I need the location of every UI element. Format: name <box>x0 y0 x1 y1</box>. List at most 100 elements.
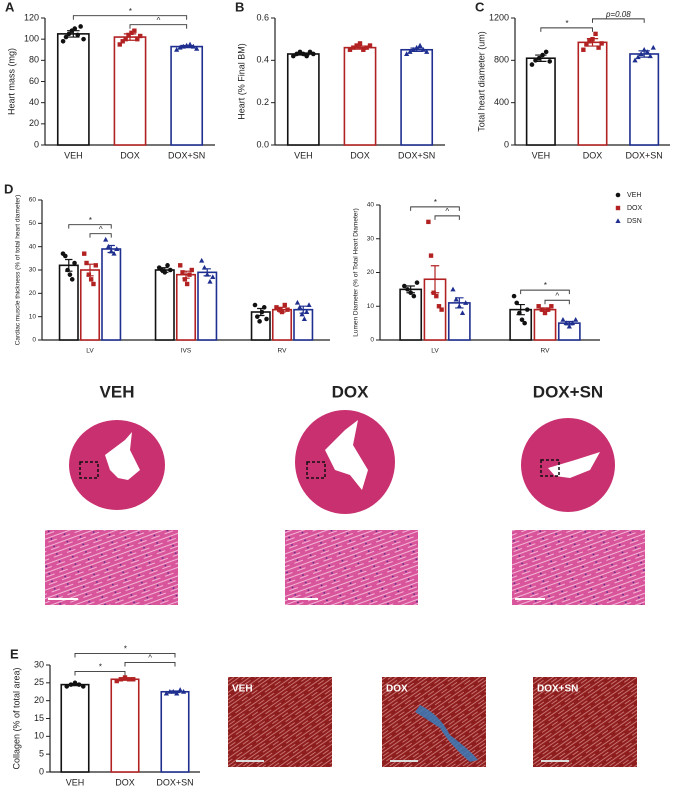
bar <box>286 53 320 146</box>
data-point <box>252 302 258 308</box>
data-point <box>81 36 86 42</box>
data-point <box>632 57 638 63</box>
significance-label: ^ <box>148 654 152 663</box>
cavity <box>548 452 600 478</box>
data-point <box>304 53 309 59</box>
x-tick-label: RV <box>541 348 551 355</box>
bar <box>629 53 660 146</box>
y-tick-label: 25 <box>34 677 44 687</box>
data-point <box>60 38 66 44</box>
data-point <box>122 675 128 680</box>
data-point <box>424 49 430 54</box>
data-point <box>80 684 86 689</box>
data-point <box>132 28 137 33</box>
data-point <box>91 281 96 287</box>
data-point <box>304 309 310 314</box>
y-tick-label: 100 <box>24 34 39 44</box>
significance-label: * <box>88 216 92 225</box>
data-point <box>103 236 109 242</box>
data-point <box>453 296 459 302</box>
y-tick-label: 60 <box>29 197 37 204</box>
data-point <box>599 41 604 46</box>
data-point <box>410 46 416 52</box>
data-point <box>177 687 183 692</box>
significance-label: ^ <box>445 207 449 216</box>
collagen-stain <box>415 705 478 762</box>
data-point <box>306 302 312 307</box>
data-point <box>174 690 180 696</box>
data-point <box>170 688 176 694</box>
y-tick-label: 10 <box>29 313 37 320</box>
data-point <box>529 62 535 67</box>
cavity <box>325 420 368 490</box>
data-point <box>201 264 208 270</box>
data-point <box>517 310 522 316</box>
data-point <box>545 307 551 312</box>
significance-label: ^ <box>99 225 103 234</box>
data-point <box>75 32 81 38</box>
y-tick-label: 1200 <box>489 12 509 22</box>
data-point <box>190 43 196 49</box>
significance-bracket <box>592 18 645 23</box>
data-point <box>93 263 98 268</box>
data-point <box>434 293 439 299</box>
bar <box>343 46 377 146</box>
data-point <box>364 45 369 50</box>
panel-letter: A <box>5 0 15 14</box>
significance-bracket <box>124 662 176 667</box>
data-point <box>255 314 260 319</box>
bar <box>399 288 423 341</box>
roi-box <box>540 459 560 477</box>
y-tick-label: 20 <box>367 269 375 276</box>
significance-label: * <box>433 198 437 207</box>
data-point <box>114 246 120 251</box>
data-point <box>68 682 74 687</box>
legend-marker <box>615 218 621 223</box>
data-point <box>182 277 188 282</box>
histology-label: VEH <box>100 382 135 401</box>
data-point <box>259 309 265 315</box>
significance-label: p=0.08 <box>605 10 631 19</box>
data-point <box>408 290 413 296</box>
bar <box>56 33 90 146</box>
data-point <box>86 272 92 277</box>
y-tick-label: 5 <box>39 749 44 759</box>
bar <box>271 308 293 341</box>
y-tick-label: 800 <box>494 55 509 65</box>
y-axis-label: Collagen (% of total area) <box>11 667 21 769</box>
data-point <box>301 316 307 321</box>
y-tick-label: 40 <box>29 97 39 107</box>
legend-marker <box>615 205 621 211</box>
x-tick-label: IVS <box>181 348 192 355</box>
x-tick-label: RV <box>278 348 288 355</box>
data-point <box>162 270 168 275</box>
bar <box>400 48 434 146</box>
x-tick-label: DOX+SN <box>156 777 193 787</box>
data-point <box>178 263 183 268</box>
bar <box>160 690 190 773</box>
legend-label: DSN <box>627 218 642 225</box>
data-point <box>367 43 373 48</box>
data-point <box>563 320 569 326</box>
data-point <box>351 45 356 50</box>
x-tick-label: DOX <box>115 777 135 787</box>
y-tick-label: 0 <box>34 139 39 149</box>
significance-bracket <box>544 299 570 305</box>
data-point <box>299 311 305 317</box>
y-tick-label: 0.0 <box>256 139 269 149</box>
y-tick-label: 10 <box>367 303 375 310</box>
y-tick-label: 400 <box>494 97 509 107</box>
x-tick-label: DOX <box>583 150 603 160</box>
data-point <box>647 53 653 59</box>
data-point <box>69 277 75 282</box>
data-point <box>542 310 548 316</box>
data-point <box>593 31 598 37</box>
data-point <box>519 317 525 323</box>
data-point <box>194 45 200 51</box>
data-point <box>596 45 601 50</box>
image-label: VEH <box>232 684 253 695</box>
histology-label: DOX <box>332 382 370 401</box>
significance-bracket <box>520 289 570 295</box>
data-point <box>168 267 173 273</box>
